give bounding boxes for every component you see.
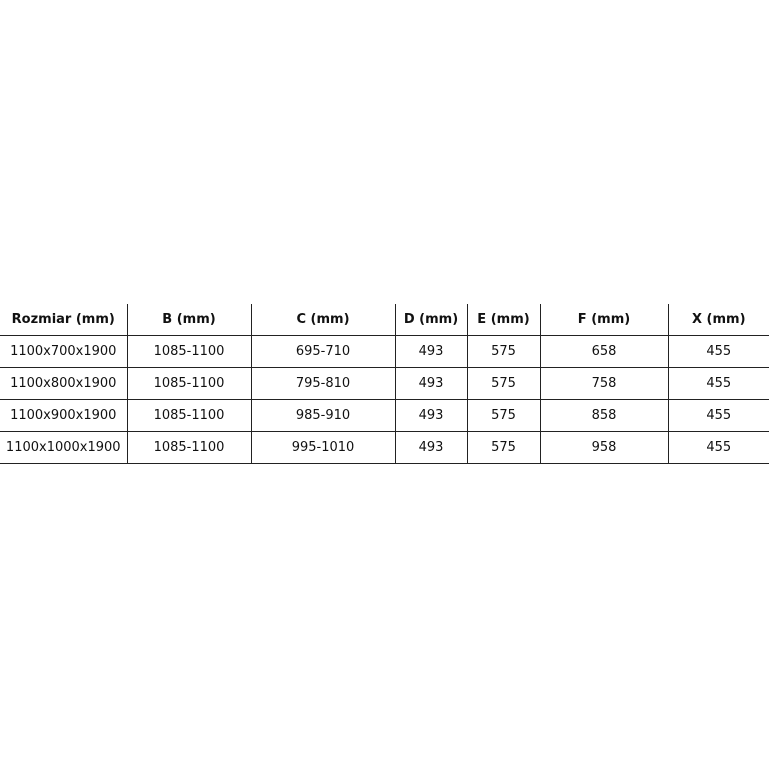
table-cell: 575 xyxy=(466,399,540,432)
table-cell: 575 xyxy=(466,367,540,400)
table-cell: 575 xyxy=(466,431,540,464)
table-cell: 858 xyxy=(539,399,668,432)
table-cell: 758 xyxy=(539,367,668,400)
table-row: 1100x1000x1900 1085-1100 995-1010 493 575 958… xyxy=(0,431,769,464)
header-row: Rozmiar (mm) B (mm) C (mm) D (mm) E (mm)… xyxy=(0,304,769,336)
table-cell: 455 xyxy=(667,399,769,432)
table-cell: 455 xyxy=(667,367,769,400)
header-c: C (mm) xyxy=(250,304,395,336)
table-cell: 1085-1100 xyxy=(126,399,251,432)
header-x: X (mm) xyxy=(667,304,769,336)
table-cell: 1100x1000x1900 xyxy=(0,431,127,464)
table-row: 1100x800x1900 1085-1100 795-810 493 575 758 45… xyxy=(0,367,769,400)
header-d: D (mm) xyxy=(394,304,467,336)
table-cell: 1100x900x1900 xyxy=(0,399,127,432)
header-f: F (mm) xyxy=(539,304,668,336)
table-cell: 695-710 xyxy=(250,335,395,368)
table-cell: 995-1010 xyxy=(250,431,395,464)
header-rozmiar: Rozmiar (mm) xyxy=(0,304,127,336)
header-e: E (mm) xyxy=(466,304,540,336)
table-cell: 795-810 xyxy=(250,367,395,400)
table-cell: 493 xyxy=(394,367,467,400)
table-cell: 1100x800x1900 xyxy=(0,367,127,400)
table-cell: 493 xyxy=(394,399,467,432)
table-cell: 1085-1100 xyxy=(126,367,251,400)
table-cell: 1085-1100 xyxy=(126,335,251,368)
header-b: B (mm) xyxy=(126,304,251,336)
table-cell: 575 xyxy=(466,335,540,368)
table-cell: 455 xyxy=(667,431,769,464)
table-cell: 958 xyxy=(539,431,668,464)
table-cell: 493 xyxy=(394,335,467,368)
table-cell: 493 xyxy=(394,431,467,464)
table-row: 1100x700x1900 1085-1100 695-710 493 575 658 45… xyxy=(0,335,769,368)
table-cell: 1100x700x1900 xyxy=(0,335,127,368)
dimensions-table: Rozmiar (mm) B (mm) C (mm) D (mm) E (mm)… xyxy=(0,304,769,464)
table-cell: 985-910 xyxy=(250,399,395,432)
table-cell: 658 xyxy=(539,335,668,368)
table-row: 1100x900x1900 1085-1100 985-910 493 575 858 45… xyxy=(0,399,769,432)
table-cell: 1085-1100 xyxy=(126,431,251,464)
table-cell: 455 xyxy=(667,335,769,368)
